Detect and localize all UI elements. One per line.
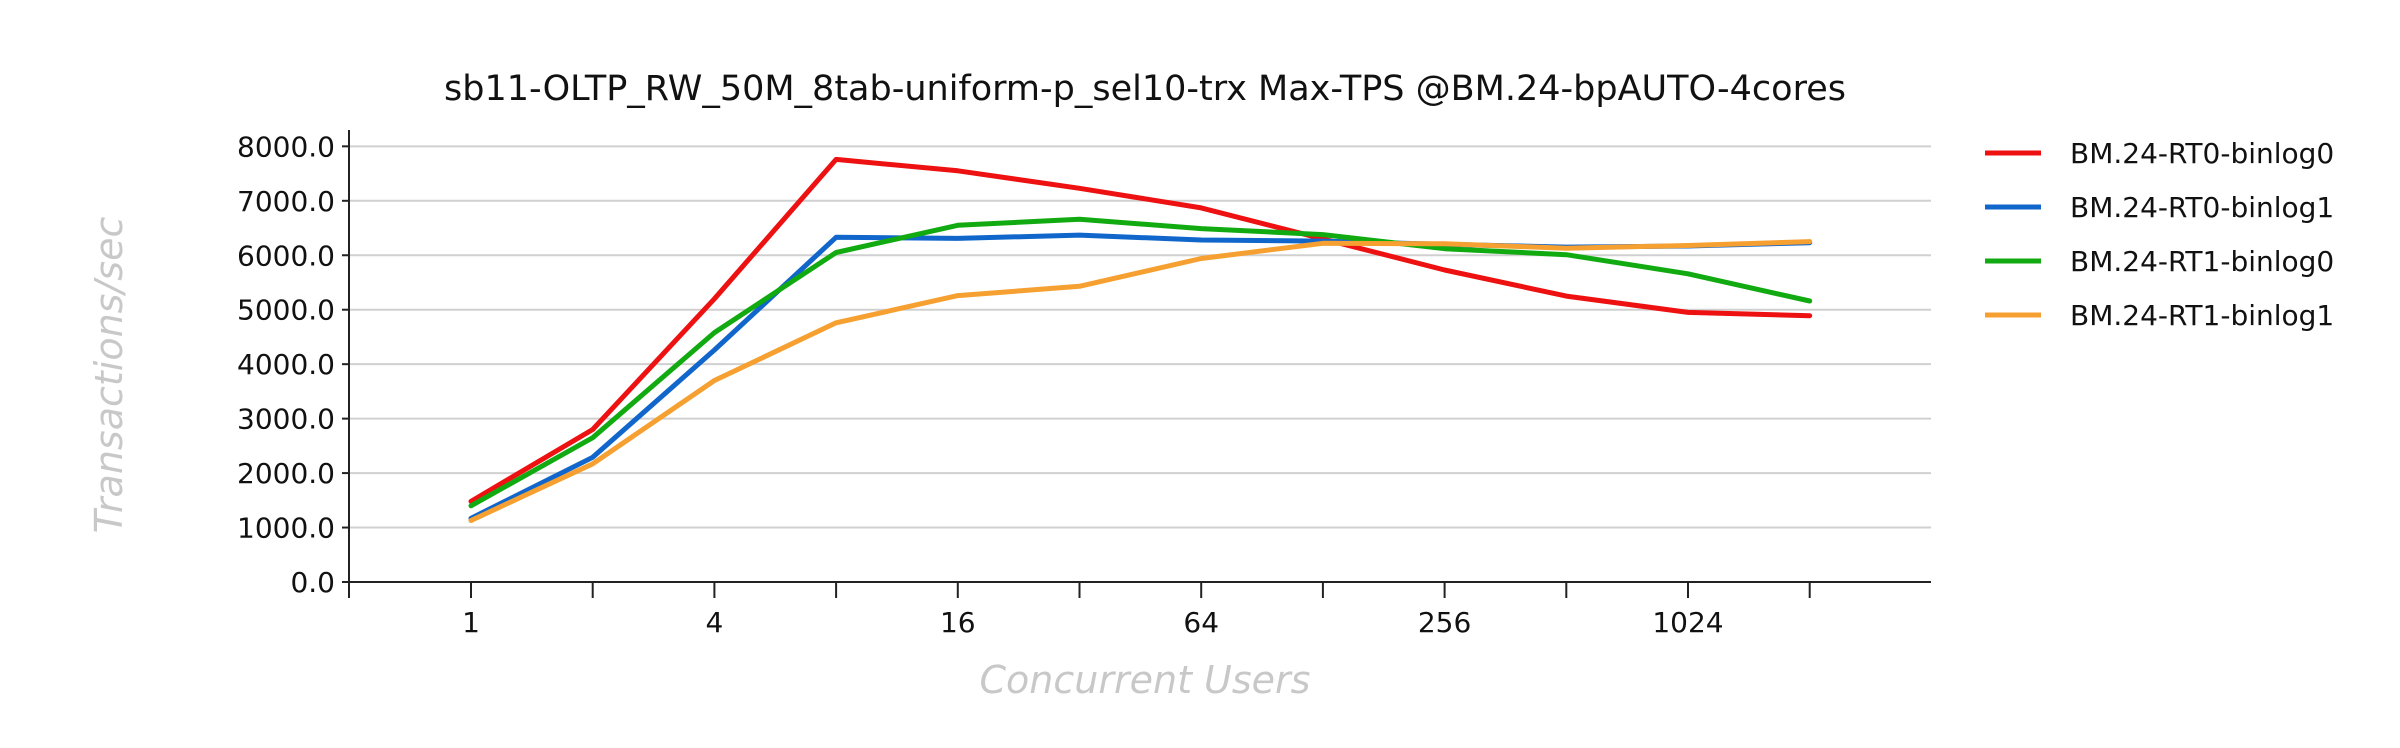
y-tick-label: 6000.0	[237, 239, 335, 272]
x-tick-label: 64	[1183, 606, 1219, 639]
legend-label: BM.24-RT0-binlog1	[2070, 191, 2334, 224]
legend-label: BM.24-RT1-binlog1	[2070, 299, 2334, 332]
legend-label: BM.24-RT0-binlog0	[2070, 137, 2334, 170]
series-line-4	[468, 239, 1813, 523]
x-tick-label: 4	[705, 606, 723, 639]
axes	[348, 130, 1931, 583]
y-tick-label: 3000.0	[237, 403, 335, 436]
y-tick-label: 8000.0	[237, 130, 335, 163]
series-lines	[468, 156, 1813, 523]
x-axis-ticks: 1 4 16 64 256 1024	[348, 582, 1811, 639]
chart-title: sb11-OLTP_RW_50M_8tab-uniform-p_sel10-tr…	[444, 69, 1846, 109]
y-axis-title: Transactions/sec	[87, 217, 131, 534]
y-axis-ticks: 0.0 1000.0 2000.0 3000.0 4000.0 5000.0 6000.0 7…	[237, 130, 349, 599]
y-tick-label: 5000.0	[237, 294, 335, 327]
x-tick-label: 256	[1418, 606, 1471, 639]
x-tick-label: 1	[462, 606, 480, 639]
x-tick-label: 1024	[1652, 606, 1723, 639]
y-tick-label: 4000.0	[237, 348, 335, 381]
x-tick-label: 16	[940, 606, 976, 639]
series-line-2	[468, 232, 1813, 521]
legend-label: BM.24-RT1-binlog0	[2070, 245, 2334, 278]
y-tick-label: 0.0	[290, 566, 335, 599]
y-tick-label: 1000.0	[237, 512, 335, 545]
series-line-1	[468, 156, 1813, 504]
legend: BM.24-RT0-binlog0 BM.24-RT0-binlog1 BM.24-…	[1985, 137, 2334, 332]
x-axis-title: Concurrent Users	[980, 658, 1311, 702]
series-line-3	[468, 216, 1813, 509]
grid	[349, 145, 1931, 529]
y-tick-label: 2000.0	[237, 457, 335, 490]
y-tick-label: 7000.0	[237, 185, 335, 218]
